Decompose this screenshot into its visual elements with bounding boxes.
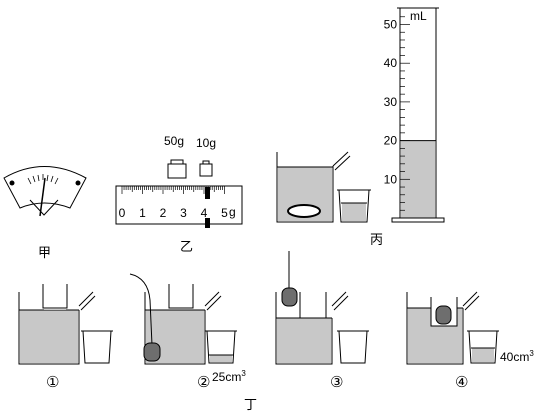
- cylinder-tick-label: 50: [384, 18, 398, 32]
- label-ding: 丁: [244, 397, 258, 412]
- rule-tick-label: 1: [139, 206, 146, 220]
- weight-10g: [199, 160, 213, 177]
- rule-tick-label: 2: [160, 206, 167, 220]
- volume-step2: 25cm3: [212, 369, 246, 384]
- step1-apparatus: [18, 284, 113, 365]
- label-jia: 甲: [38, 245, 52, 260]
- step-3-marker: ③: [330, 373, 344, 391]
- step2-apparatus: [129, 273, 237, 365]
- label-bing: 丙: [370, 232, 384, 247]
- label-yi: 乙: [180, 239, 194, 254]
- rider-top: [205, 187, 210, 199]
- step3-apparatus: [275, 251, 369, 365]
- cylinder-tick-label: 10: [384, 172, 398, 186]
- step-4-marker: ④: [455, 373, 469, 391]
- cylinder-tick-label: 30: [384, 95, 398, 109]
- beaker-with-ring: [276, 151, 351, 223]
- rule-tick-label: 3: [180, 206, 187, 220]
- weight-50g: [167, 159, 187, 179]
- scale-dial: [3, 166, 87, 217]
- cylinder-tick-label: 40: [384, 56, 398, 70]
- step-1-marker: ①: [46, 373, 60, 391]
- rule-tick-label: 4: [201, 206, 208, 220]
- step-2-marker: ②: [197, 373, 211, 391]
- cylinder-tick-label: 20: [384, 134, 398, 148]
- rule-unit: g: [229, 205, 236, 219]
- small-cup: [337, 189, 371, 223]
- rule-tick-label: 0: [119, 206, 126, 220]
- weight-50g-label: 50g: [164, 134, 185, 148]
- cylinder-unit: mL: [410, 9, 427, 23]
- weight-10g-label: 10g: [196, 136, 217, 150]
- rule-tick-label: 5: [221, 206, 228, 220]
- rider-bottom: [205, 218, 210, 228]
- step4-apparatus: [406, 291, 499, 365]
- graduated-cylinder: 50 40 30 20 10: [384, 7, 445, 223]
- volume-step4: 40cm3: [500, 349, 534, 364]
